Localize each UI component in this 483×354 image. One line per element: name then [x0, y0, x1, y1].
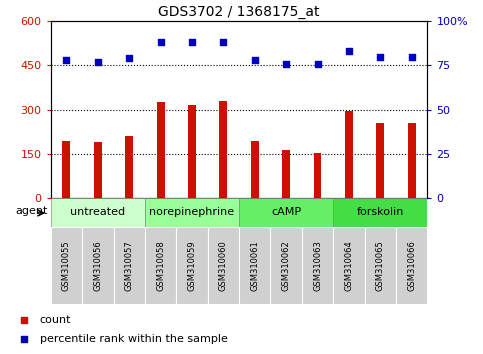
Point [20, 336, 28, 341]
Bar [251, 141, 259, 198]
Bar [145, 227, 176, 304]
Text: GSM310055: GSM310055 [62, 240, 71, 291]
Point [282, 61, 290, 67]
Point [219, 40, 227, 45]
Point [188, 40, 196, 45]
Point [345, 48, 353, 54]
Bar [219, 101, 227, 198]
Point [377, 54, 384, 59]
Bar [62, 141, 71, 198]
Text: GSM310061: GSM310061 [250, 240, 259, 291]
Text: GSM310066: GSM310066 [407, 240, 416, 291]
Bar [270, 227, 302, 304]
Point [251, 57, 259, 63]
Bar [51, 227, 82, 304]
Bar [239, 198, 333, 227]
Bar [125, 136, 133, 198]
Point [63, 57, 71, 63]
Bar [94, 142, 102, 198]
Text: cAMP: cAMP [271, 207, 301, 217]
Text: GSM310060: GSM310060 [219, 240, 228, 291]
Bar [408, 123, 416, 198]
Bar [239, 227, 270, 304]
Point [20, 317, 28, 323]
Point [314, 61, 322, 67]
Text: GSM310058: GSM310058 [156, 240, 165, 291]
Point [94, 59, 101, 65]
Bar [333, 198, 427, 227]
Text: count: count [40, 315, 71, 325]
Point [408, 54, 415, 59]
Text: percentile rank within the sample: percentile rank within the sample [40, 333, 227, 344]
Bar [156, 102, 165, 198]
Point [156, 40, 164, 45]
Bar [145, 198, 239, 227]
Bar [313, 153, 322, 198]
Point [126, 56, 133, 61]
Bar [82, 227, 114, 304]
Text: GSM310063: GSM310063 [313, 240, 322, 291]
Text: GSM310064: GSM310064 [344, 240, 354, 291]
Bar [345, 111, 353, 198]
Text: GSM310065: GSM310065 [376, 240, 385, 291]
Text: untreated: untreated [70, 207, 126, 217]
Bar [333, 227, 365, 304]
Text: forskolin: forskolin [356, 207, 404, 217]
Bar [208, 227, 239, 304]
Bar [188, 105, 196, 198]
Bar [376, 123, 384, 198]
Text: GSM310059: GSM310059 [187, 240, 197, 291]
Text: GSM310062: GSM310062 [282, 240, 291, 291]
Bar [396, 227, 427, 304]
Bar [282, 149, 290, 198]
Bar [176, 227, 208, 304]
Text: agent: agent [15, 206, 48, 216]
Text: GSM310057: GSM310057 [125, 240, 134, 291]
Bar [51, 198, 145, 227]
Bar [114, 227, 145, 304]
Bar [302, 227, 333, 304]
Text: norepinephrine: norepinephrine [149, 207, 235, 217]
Text: GSM310056: GSM310056 [93, 240, 102, 291]
Bar [365, 227, 396, 304]
Title: GDS3702 / 1368175_at: GDS3702 / 1368175_at [158, 5, 320, 19]
